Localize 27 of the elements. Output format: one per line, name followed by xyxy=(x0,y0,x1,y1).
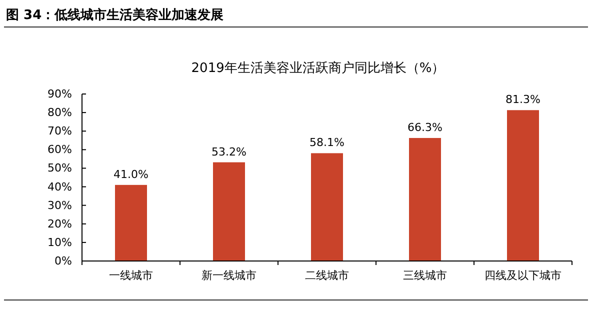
bar xyxy=(115,184,147,261)
chart-subtitle: 2019年生活美容业活跃商户同比增长（%） xyxy=(191,60,445,76)
y-tick-label: 90% xyxy=(48,88,72,100)
data-label: 58.1% xyxy=(310,136,344,150)
y-tick-label: 40% xyxy=(48,180,72,194)
data-label: 81.3% xyxy=(506,93,540,106)
y-tick-label: 20% xyxy=(48,217,72,230)
y-tick-label: 0% xyxy=(54,254,72,268)
y-tick-label: 70% xyxy=(48,124,72,138)
bar xyxy=(213,162,245,261)
bar xyxy=(507,110,539,261)
y-tick-label: 60% xyxy=(48,143,72,156)
y-tick-label: 10% xyxy=(48,236,72,249)
y-tick-label: 30% xyxy=(48,198,72,212)
x-tick-label: 新一线城市 xyxy=(202,269,256,282)
bar xyxy=(409,138,441,261)
chart-title: 图 34：低线城市生活美容业加速发展 xyxy=(6,7,224,23)
bar xyxy=(311,153,343,261)
x-tick-label: 三线城市 xyxy=(403,269,447,282)
x-tick-label: 四线及以下城市 xyxy=(484,269,562,282)
data-label: 53.2% xyxy=(212,145,246,158)
y-tick-label: 50% xyxy=(48,162,72,175)
data-label: 41.0% xyxy=(114,168,148,181)
x-tick-label: 二线城市 xyxy=(305,269,349,282)
y-tick-label: 80% xyxy=(48,106,72,120)
data-label: 66.3% xyxy=(408,120,442,134)
x-tick-label: 一线城市 xyxy=(109,269,153,282)
